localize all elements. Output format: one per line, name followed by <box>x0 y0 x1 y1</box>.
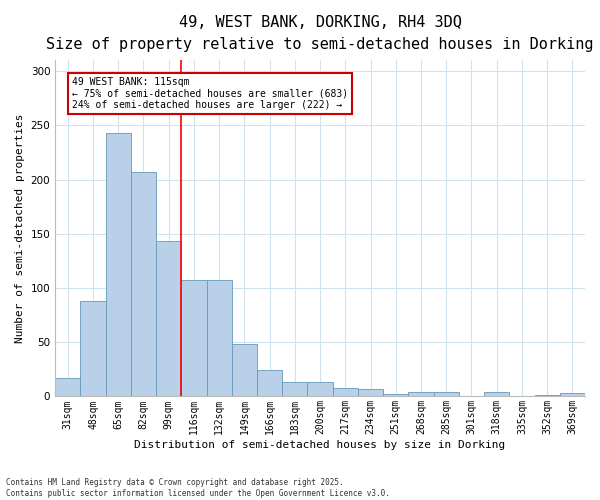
Bar <box>156 242 181 396</box>
Bar <box>434 392 459 396</box>
Text: Contains HM Land Registry data © Crown copyright and database right 2025.
Contai: Contains HM Land Registry data © Crown c… <box>6 478 390 498</box>
Y-axis label: Number of semi-detached properties: Number of semi-detached properties <box>15 114 25 343</box>
Title: 49, WEST BANK, DORKING, RH4 3DQ
Size of property relative to semi-detached house: 49, WEST BANK, DORKING, RH4 3DQ Size of … <box>46 15 594 52</box>
Bar <box>257 370 282 396</box>
Bar <box>181 280 206 396</box>
Bar <box>131 172 156 396</box>
Bar <box>282 382 307 396</box>
Bar <box>409 392 434 396</box>
Bar <box>206 280 232 396</box>
Bar <box>484 392 509 396</box>
Text: 49 WEST BANK: 115sqm
← 75% of semi-detached houses are smaller (683)
24% of semi: 49 WEST BANK: 115sqm ← 75% of semi-detac… <box>73 76 349 110</box>
X-axis label: Distribution of semi-detached houses by size in Dorking: Distribution of semi-detached houses by … <box>134 440 506 450</box>
Bar <box>358 389 383 396</box>
Bar <box>560 393 585 396</box>
Bar <box>332 388 358 396</box>
Bar <box>232 344 257 397</box>
Bar <box>106 133 131 396</box>
Bar <box>383 394 409 396</box>
Bar <box>80 301 106 396</box>
Bar <box>55 378 80 396</box>
Bar <box>307 382 332 396</box>
